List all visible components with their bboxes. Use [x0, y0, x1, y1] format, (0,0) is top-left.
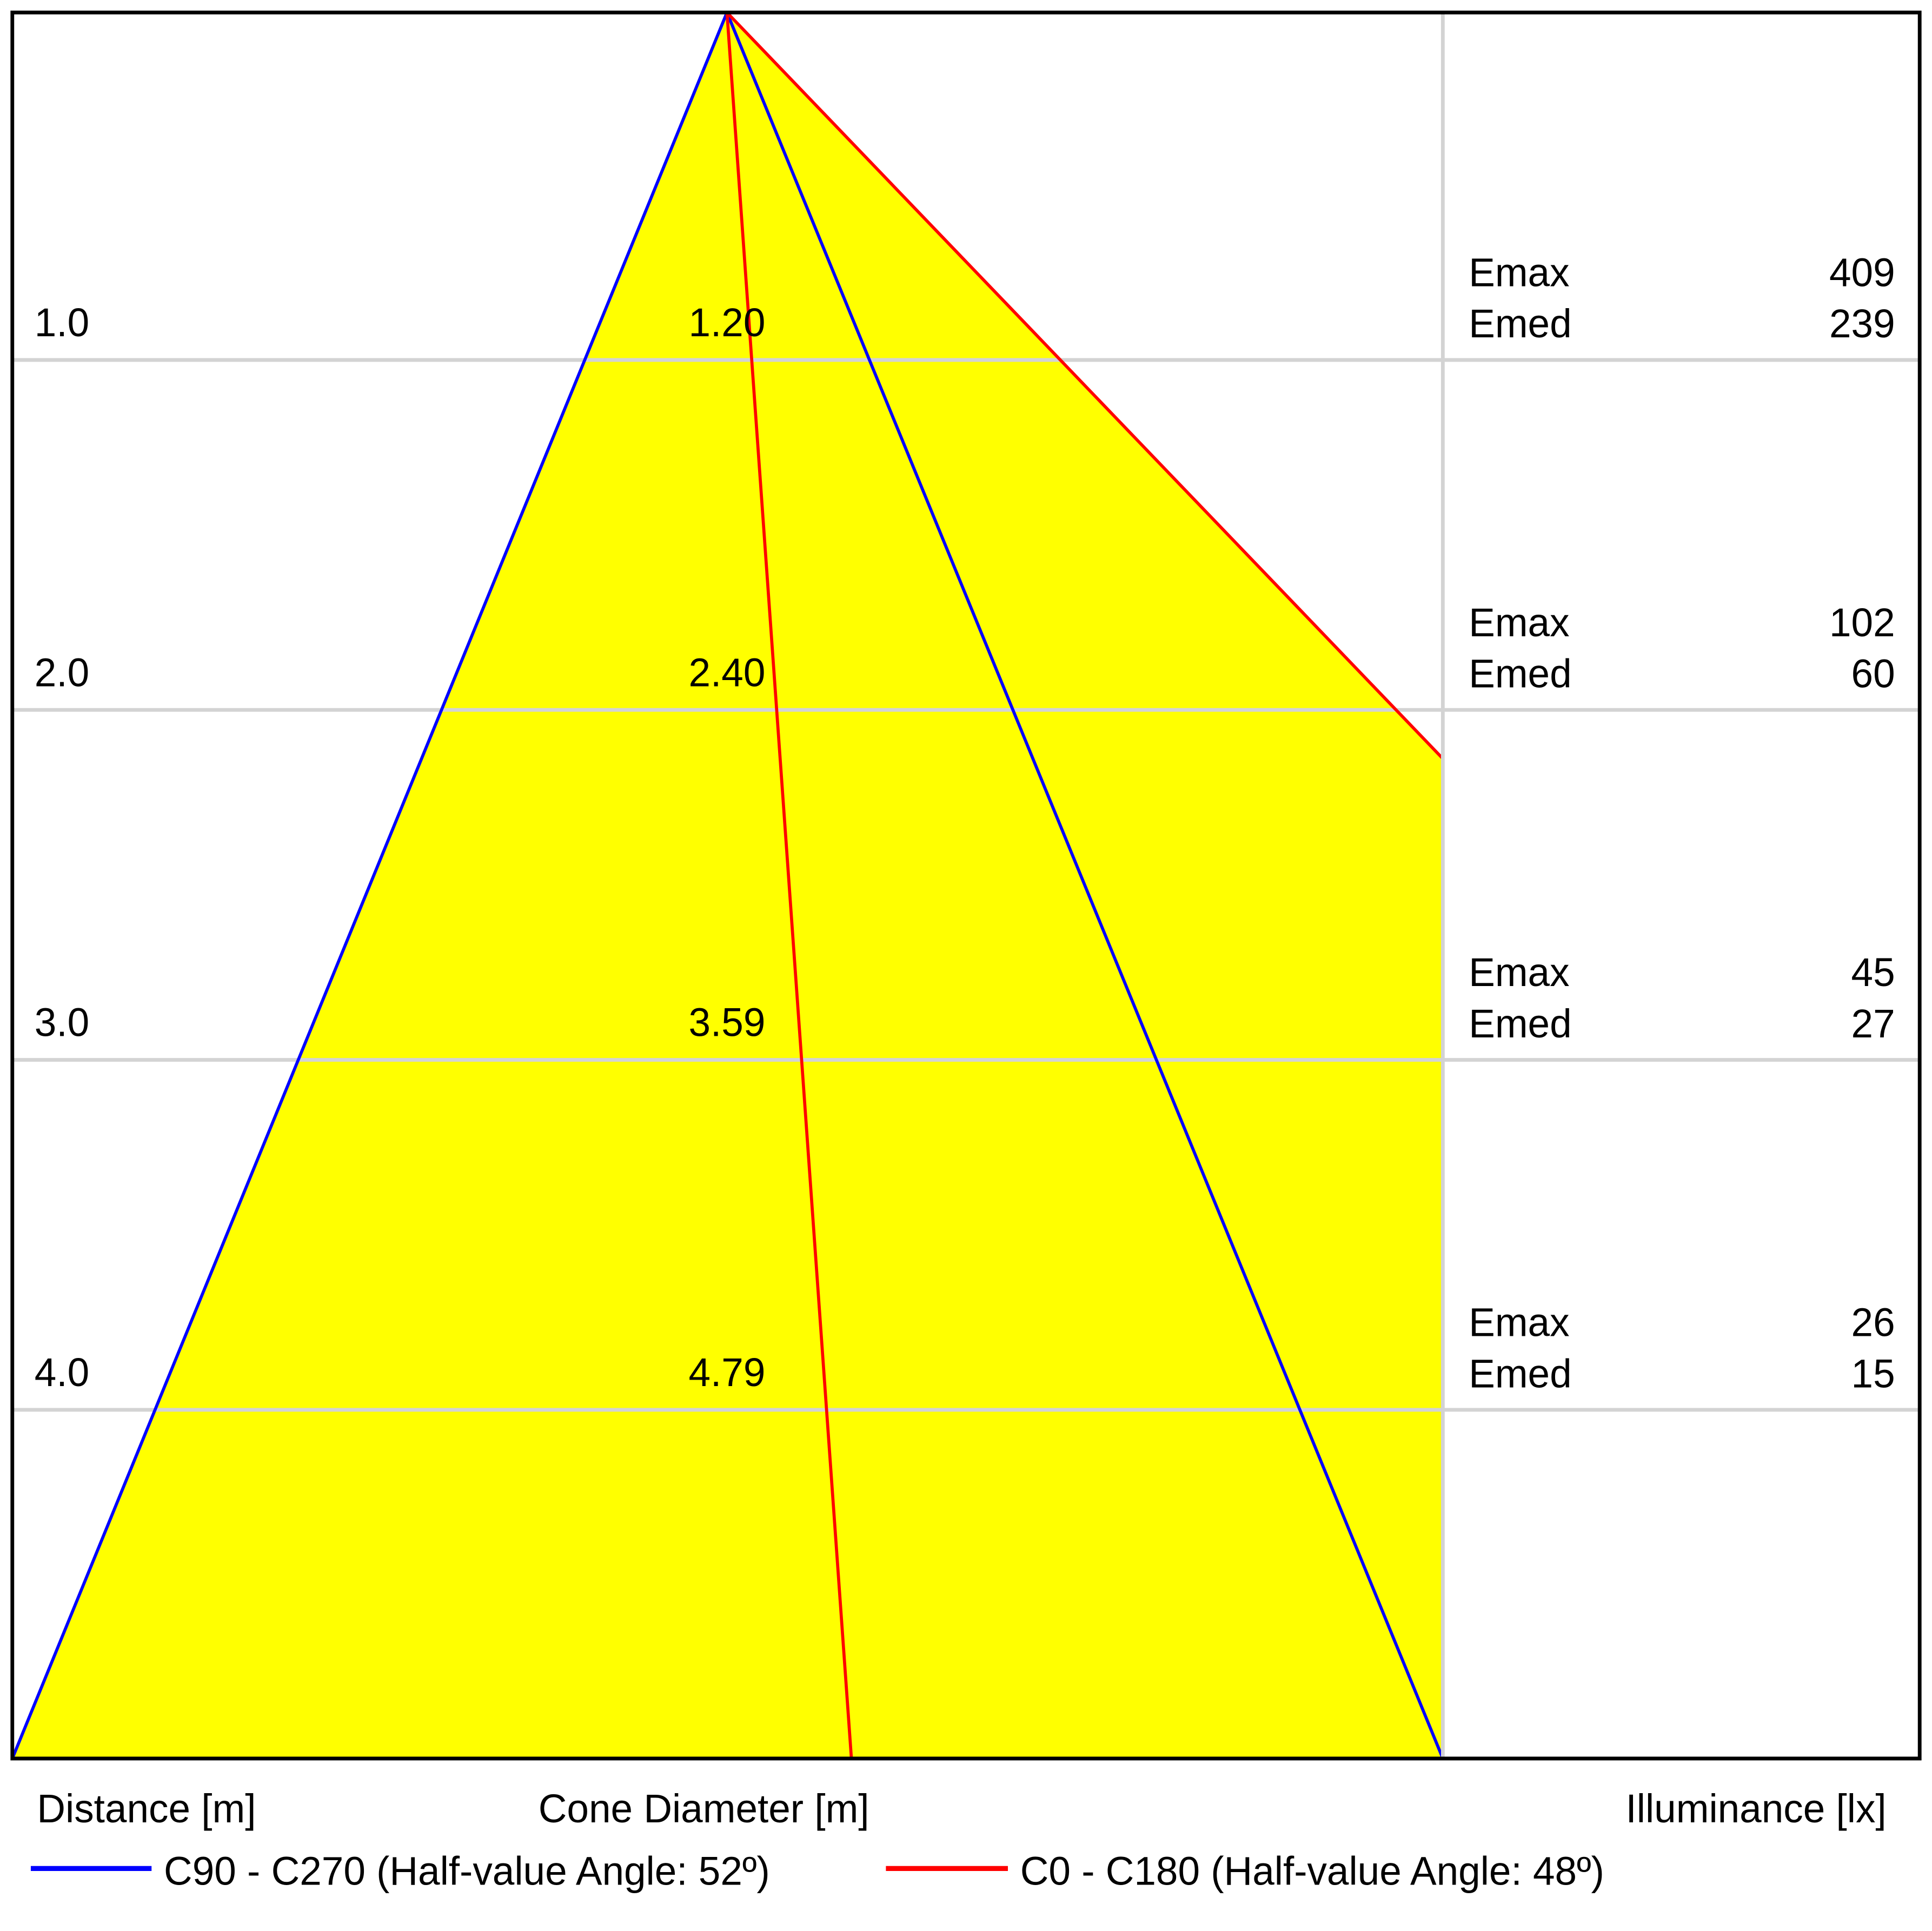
distance-label: 2.0	[35, 650, 89, 695]
distance-label: 3.0	[35, 1000, 89, 1045]
emax-label: Emax	[1469, 950, 1569, 995]
illuminance-axis-label: Illuminance [lx]	[1626, 1786, 1887, 1831]
legend-label-c0-c180: C0 - C180 (Half-value Angle: 48º)	[1020, 1849, 1604, 1894]
cone-diameter-axis-label: Cone Diameter [m]	[539, 1786, 869, 1831]
cone-diameter-label: 2.40	[688, 650, 765, 695]
emed-label: Emed	[1469, 651, 1571, 696]
chart-frame	[10, 10, 1922, 1761]
cone-fill-area	[12, 12, 1443, 1759]
cone-diameter-label: 3.59	[688, 1000, 765, 1045]
emed-value: 27	[1851, 1001, 1895, 1046]
emed-label: Emed	[1469, 302, 1571, 347]
emax-label: Emax	[1469, 1300, 1569, 1345]
emed-label: Emed	[1469, 1351, 1571, 1396]
emed-value: 60	[1851, 651, 1895, 696]
emed-label: Emed	[1469, 1001, 1571, 1046]
emed-value: 15	[1851, 1351, 1895, 1396]
c0-c180-left-edge	[725, 12, 853, 1759]
c90-c270-right-edge	[725, 12, 1444, 1760]
cone-diameter-label: 1.20	[688, 300, 765, 345]
emax-value: 409	[1829, 250, 1895, 295]
emax-label: Emax	[1469, 250, 1569, 295]
distance-axis-label: Distance [m]	[37, 1786, 256, 1831]
distance-label: 4.0	[35, 1350, 89, 1395]
emed-value: 239	[1829, 302, 1895, 347]
emax-value: 26	[1851, 1300, 1895, 1345]
c0-c180-right-edge	[726, 11, 1444, 760]
legend-label-c90-c270: C90 - C270 (Half-value Angle: 52º)	[164, 1849, 770, 1894]
distance-label: 1.0	[35, 300, 89, 345]
emax-label: Emax	[1469, 600, 1569, 645]
cone-diameter-label: 4.79	[688, 1350, 765, 1395]
c90-c270-left-edge	[11, 12, 729, 1760]
emax-value: 45	[1851, 950, 1895, 995]
emax-value: 102	[1829, 600, 1895, 645]
